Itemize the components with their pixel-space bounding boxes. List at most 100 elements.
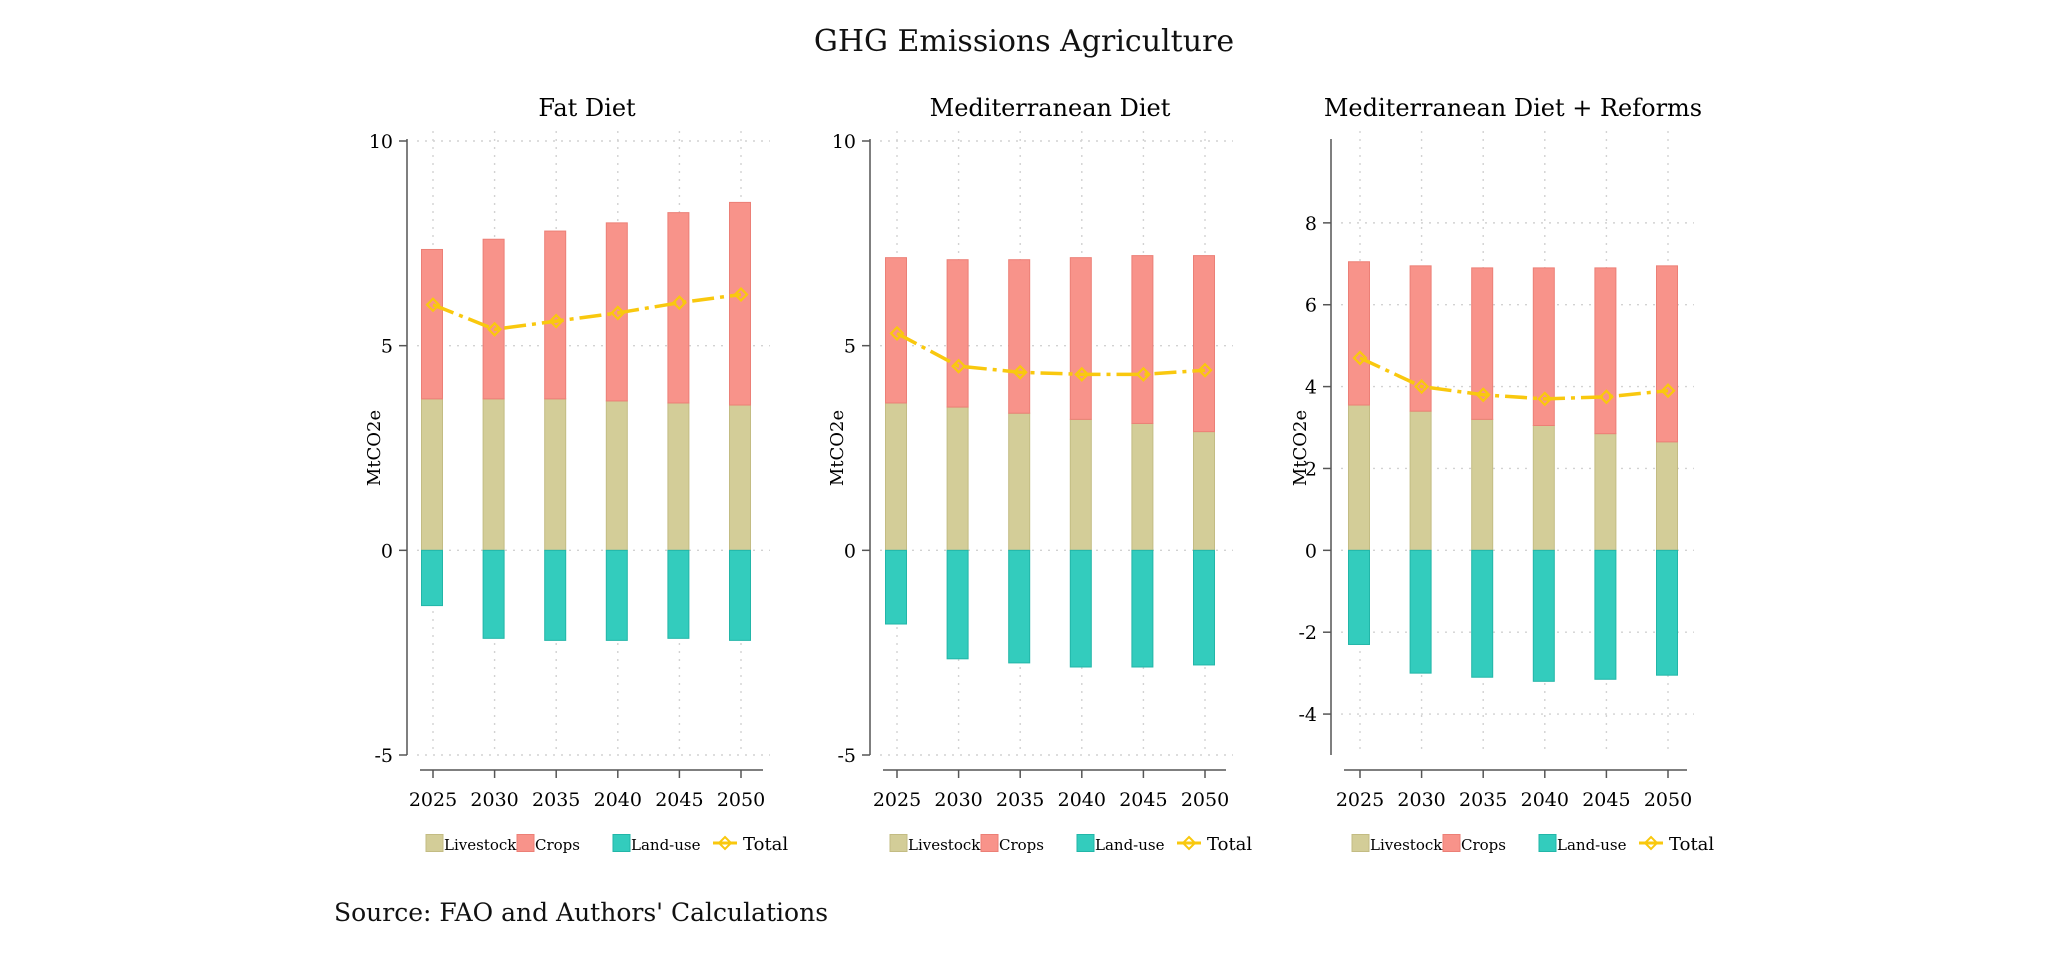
bar-livestock xyxy=(1532,424,1555,551)
x-tick-label: 2045 xyxy=(1119,789,1167,811)
x-tick-label: 2040 xyxy=(1521,789,1569,811)
total-marker xyxy=(671,295,687,311)
source-note: Source: FAO and Authors' Calculations xyxy=(334,898,829,927)
x-tick-label: 2050 xyxy=(717,789,765,811)
legend-total-marker xyxy=(1181,835,1197,851)
bar-livestock xyxy=(1409,410,1432,551)
legend-label: Crops xyxy=(535,836,580,854)
y-tick-label: -4 xyxy=(1298,704,1317,726)
y-tick-label: 8 xyxy=(1305,213,1317,235)
total-marker xyxy=(1537,391,1553,407)
legend-total-marker xyxy=(717,835,733,851)
legend-swatch-livestock xyxy=(425,834,444,852)
bar-land-use xyxy=(605,549,628,641)
panel-title: Mediterranean Diet xyxy=(930,94,1171,122)
x-tick-label: 2025 xyxy=(1336,789,1384,811)
y-tick-label: -2 xyxy=(1298,622,1317,644)
bar-crops xyxy=(1131,255,1154,424)
legend-label-total: Total xyxy=(1207,834,1252,855)
total-marker xyxy=(425,297,441,313)
total-line xyxy=(1359,356,1669,401)
total-marker xyxy=(487,321,503,337)
x-tick-label: 2050 xyxy=(1644,789,1692,811)
total-marker xyxy=(1598,389,1614,405)
legend-swatch-land-use xyxy=(1538,834,1557,852)
y-tick-label: 5 xyxy=(381,336,393,358)
x-tick-label: 2045 xyxy=(655,789,703,811)
bar-livestock xyxy=(1471,418,1494,551)
bar-land-use xyxy=(729,549,751,641)
x-tick-label: 2030 xyxy=(1397,789,1445,811)
total-marker xyxy=(610,305,626,321)
legend-swatch-land-use xyxy=(612,834,631,852)
total-marker xyxy=(1135,366,1151,382)
x-tick-label: 2035 xyxy=(532,789,580,811)
bar-crops xyxy=(729,201,751,406)
y-tick-label: 0 xyxy=(844,540,856,562)
bar-land-use xyxy=(1471,549,1494,678)
y-tick-label: -5 xyxy=(837,745,856,767)
total-marker xyxy=(889,325,905,341)
total-marker xyxy=(548,313,564,329)
bar-land-use xyxy=(1008,549,1031,664)
legend-swatch-land-use xyxy=(1076,834,1095,852)
y-tick-label: 5 xyxy=(844,336,856,358)
legend-label: Livestock xyxy=(908,836,981,854)
bar-livestock xyxy=(1656,441,1678,551)
total-marker xyxy=(1197,362,1213,378)
total-marker xyxy=(1660,383,1676,399)
bar-land-use xyxy=(544,549,567,641)
x-tick-label: 2025 xyxy=(409,789,457,811)
bar-land-use xyxy=(946,549,969,660)
legend-label: Crops xyxy=(999,836,1044,854)
y-axis-title: MtCO2e xyxy=(1290,410,1311,486)
legend-swatch-crops xyxy=(1442,834,1461,852)
bar-crops xyxy=(1594,267,1617,435)
bar-land-use xyxy=(1532,549,1555,682)
bar-crops xyxy=(885,257,907,404)
bar-livestock xyxy=(1348,404,1370,551)
bar-crops xyxy=(421,248,443,400)
legend-label: Land-use xyxy=(1095,836,1165,854)
bar-crops xyxy=(1471,267,1494,420)
y-tick-label: 2 xyxy=(1305,458,1317,480)
bar-crops xyxy=(482,238,505,400)
legend-total-marker xyxy=(1643,835,1659,851)
y-axis-title: MtCO2e xyxy=(827,410,848,486)
bar-land-use xyxy=(885,549,907,625)
bar-livestock xyxy=(1594,433,1617,551)
panel-title: Mediterranean Diet + Reforms xyxy=(1324,94,1702,122)
main-title: GHG Emissions Agriculture xyxy=(813,24,1235,59)
legend-swatch-livestock xyxy=(1351,834,1370,852)
bar-land-use xyxy=(1594,549,1617,680)
y-tick-label: 10 xyxy=(832,131,856,153)
bar-crops xyxy=(946,259,969,408)
bar-crops xyxy=(1193,255,1215,433)
legend-swatch-crops xyxy=(980,834,999,852)
x-tick-label: 2040 xyxy=(594,789,642,811)
legend-swatch-livestock xyxy=(889,834,908,852)
y-tick-label: 6 xyxy=(1305,295,1317,317)
x-tick-label: 2035 xyxy=(996,789,1044,811)
legend-label: Land-use xyxy=(631,836,701,854)
bar-land-use xyxy=(1409,549,1432,674)
bar-land-use xyxy=(1656,549,1678,676)
bar-land-use xyxy=(667,549,690,639)
bar-land-use xyxy=(1193,549,1215,666)
y-tick-label: -5 xyxy=(374,745,393,767)
total-marker xyxy=(1475,387,1491,403)
bar-land-use xyxy=(1348,549,1370,645)
bar-crops xyxy=(1409,265,1432,412)
x-tick-label: 2045 xyxy=(1582,789,1630,811)
total-line xyxy=(896,331,1206,377)
y-tick-label: 0 xyxy=(381,540,393,562)
total-marker xyxy=(1074,366,1090,382)
legend-label-total: Total xyxy=(743,834,788,855)
legend-label: Land-use xyxy=(1557,836,1627,854)
bar-land-use xyxy=(1069,549,1092,668)
total-line xyxy=(432,292,742,332)
bar-crops xyxy=(1069,257,1092,420)
